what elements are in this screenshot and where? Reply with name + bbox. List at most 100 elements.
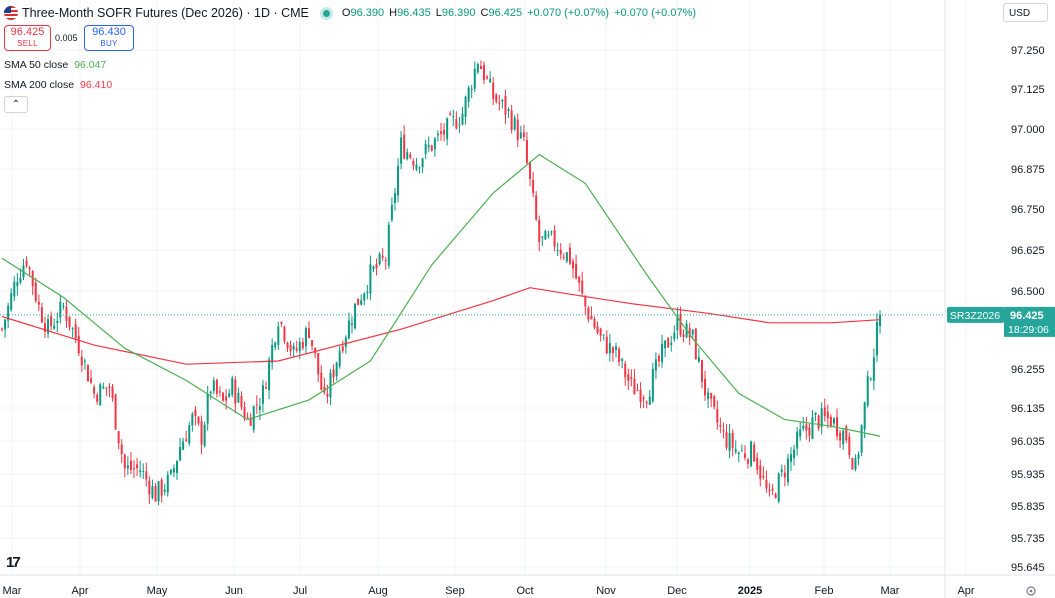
- candle-body: [354, 303, 357, 329]
- candle-body: [378, 254, 381, 265]
- candle-body: [470, 88, 473, 90]
- candle-body: [314, 347, 317, 354]
- candle-body: [53, 325, 56, 329]
- candle-body: [338, 350, 341, 367]
- candle-body: [461, 113, 464, 125]
- candle-body: [464, 96, 467, 117]
- candle-body: [507, 109, 510, 111]
- candle-body: [768, 489, 771, 492]
- y-tick-label: 95.645: [1011, 562, 1045, 574]
- x-tick-label: Apr: [71, 585, 88, 597]
- candle-body: [326, 393, 329, 397]
- candle-body: [627, 374, 630, 381]
- candle-body: [148, 480, 151, 495]
- candle-body: [120, 444, 123, 454]
- candle-body: [265, 387, 268, 389]
- candle-body: [618, 348, 621, 362]
- candle-body: [74, 324, 77, 339]
- candle-body: [160, 479, 163, 496]
- candle-body: [163, 489, 166, 492]
- candle-body: [80, 356, 83, 366]
- candle-body: [347, 320, 350, 339]
- candle-body: [814, 412, 817, 415]
- candle-body: [86, 365, 89, 382]
- time-axis[interactable]: Mar Apr May Jun Jul Aug Sep Oct Nov Dec 2025 Feb Mar…: [3, 585, 975, 597]
- candle-body: [317, 353, 320, 375]
- x-tick-label: Dec: [667, 585, 687, 597]
- candle-body: [777, 473, 780, 502]
- candle-body: [673, 332, 676, 340]
- symbol-title[interactable]: Three-Month SOFR Futures (Dec 2026) · 1D…: [22, 6, 309, 20]
- candle-body: [599, 328, 602, 336]
- candle-body: [436, 133, 439, 136]
- candle-body: [535, 195, 538, 220]
- price-axis[interactable]: 97.250 97.125 97.000 96.875 96.750 96.625 96.5…: [1011, 45, 1045, 574]
- candle-body: [458, 124, 461, 126]
- candle-body: [344, 337, 347, 347]
- candle-body: [311, 340, 314, 347]
- candle-body: [255, 404, 258, 406]
- candle-body: [179, 446, 182, 461]
- y-tick-label: 96.500: [1011, 286, 1045, 298]
- candle-body: [243, 407, 246, 419]
- candle-body: [572, 261, 575, 269]
- candle-body: [823, 407, 826, 416]
- candle-body: [753, 444, 756, 462]
- candle-body: [191, 414, 194, 426]
- candle-body: [65, 306, 68, 321]
- candle-body: [105, 387, 108, 389]
- candle-body: [611, 347, 614, 354]
- candle-body: [670, 342, 673, 345]
- candle-body: [486, 76, 489, 79]
- sell-button[interactable]: 96.425 SELL: [4, 25, 51, 51]
- candle-body: [796, 431, 799, 449]
- candle-body: [206, 393, 209, 424]
- candle-body: [182, 441, 185, 450]
- buy-button[interactable]: 96.430 BUY: [84, 25, 134, 51]
- countdown-label: 18:29:06: [1008, 324, 1049, 336]
- candle-body: [510, 110, 513, 131]
- candle-body: [676, 315, 679, 331]
- x-tick-label: Nov: [596, 585, 616, 597]
- candle-body: [240, 396, 243, 408]
- collapse-legend-button[interactable]: ⌃: [4, 96, 28, 113]
- candle-body: [756, 457, 759, 470]
- candle-body: [228, 393, 231, 397]
- candle-body: [25, 260, 28, 266]
- candle-body: [114, 394, 117, 430]
- sma-200-legend[interactable]: SMA 200 close 96.410: [4, 79, 113, 91]
- tradingview-logo-icon[interactable]: 17: [6, 554, 21, 571]
- candle-body: [725, 431, 728, 448]
- candle-body: [390, 204, 393, 221]
- y-tick-label: 97.000: [1011, 124, 1045, 136]
- candle-body: [169, 469, 172, 474]
- x-tick-label: Feb: [815, 585, 834, 597]
- currency-selector[interactable]: USD: [1003, 3, 1048, 22]
- candle-body: [295, 348, 298, 351]
- candle-body: [836, 417, 839, 437]
- settings-gear-icon[interactable]: [1026, 586, 1036, 596]
- sma-50-legend[interactable]: SMA 50 close 96.047: [4, 59, 107, 71]
- candle-body: [387, 224, 390, 266]
- candle-body: [704, 378, 707, 396]
- candle-body: [590, 315, 593, 320]
- x-tick-label: Mar: [881, 585, 900, 597]
- candle-body: [747, 459, 750, 464]
- x-tick-label: Jun: [225, 585, 243, 597]
- candle-body: [553, 230, 556, 247]
- candle-body: [651, 368, 654, 402]
- candle-body: [805, 424, 808, 431]
- x-tick-label: Apr: [957, 585, 974, 597]
- candle-body: [848, 436, 851, 456]
- candle-body: [621, 358, 624, 361]
- price-tag: SR3Z2026 96.425 18:29:06: [947, 306, 1055, 337]
- candle-body: [280, 322, 283, 324]
- candle-body: [10, 293, 13, 310]
- candle-body: [728, 433, 731, 451]
- candle-body: [142, 470, 145, 472]
- candle-body: [292, 345, 295, 350]
- candle-body: [556, 250, 559, 252]
- y-tick-label: 96.875: [1011, 164, 1045, 176]
